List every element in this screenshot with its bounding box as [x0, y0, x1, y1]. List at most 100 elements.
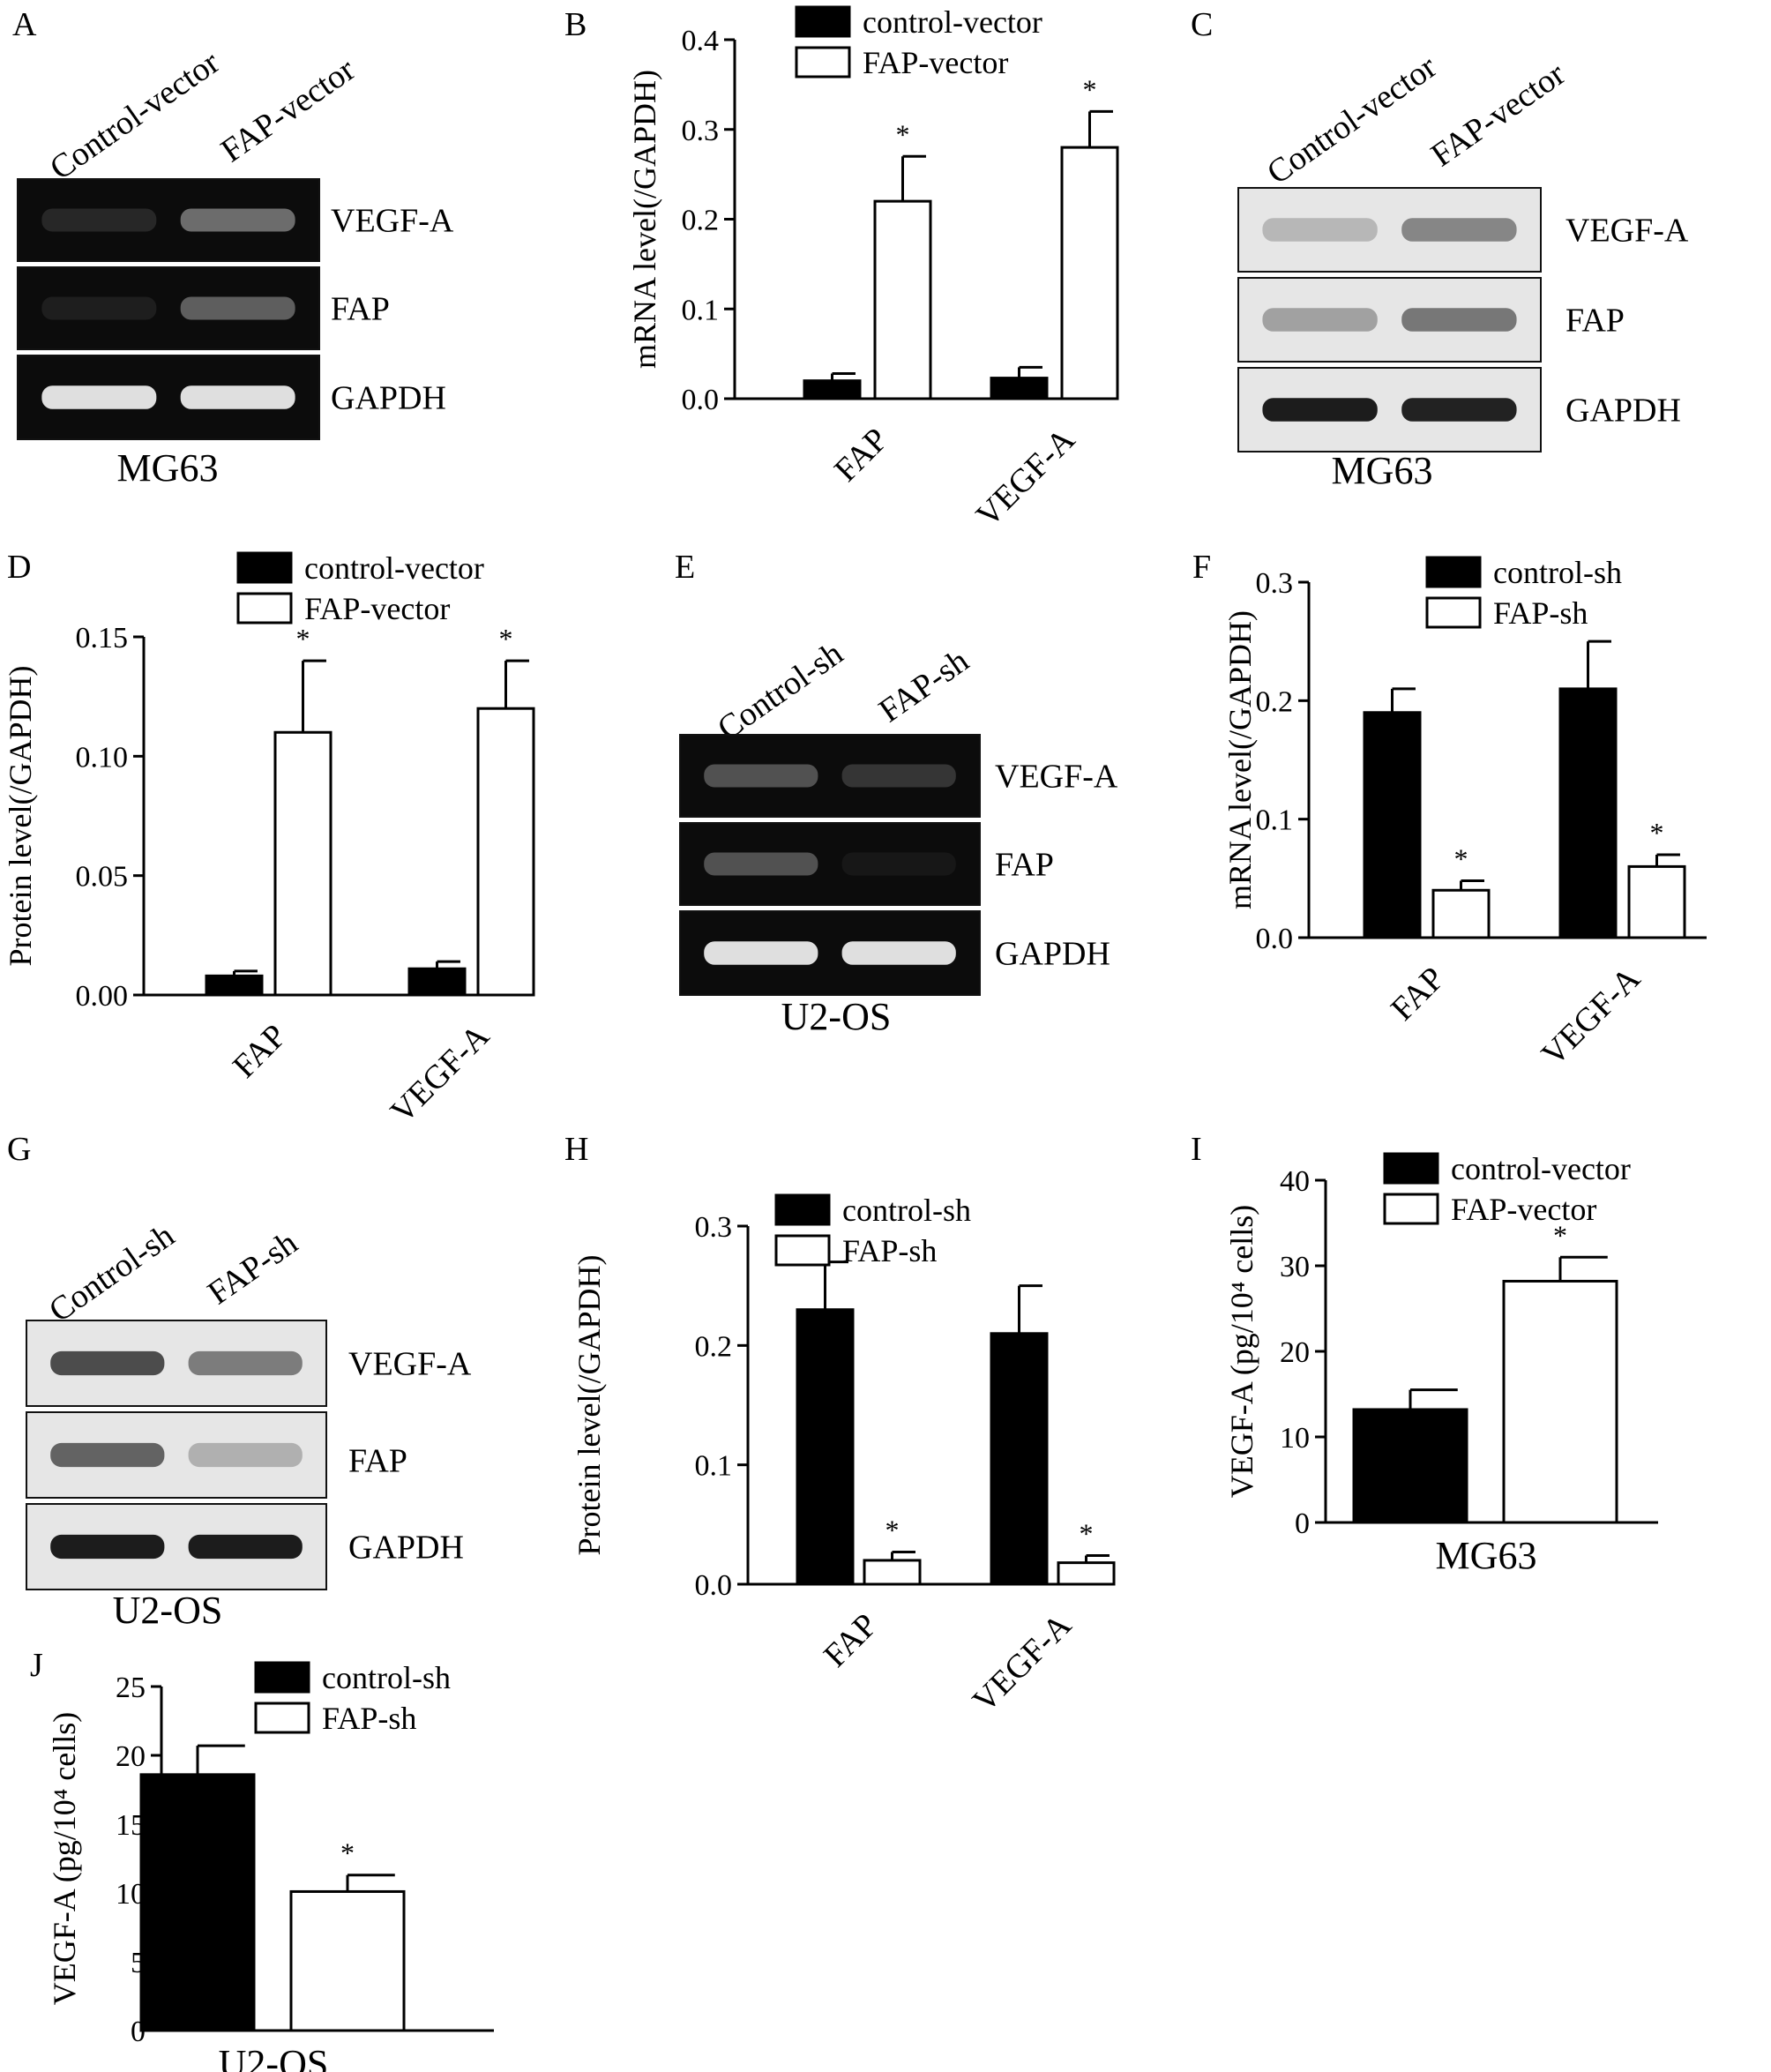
- bar: [990, 377, 1049, 400]
- y-tick-label: 0.0: [682, 384, 720, 416]
- legend-label: control-vector: [1451, 1151, 1631, 1186]
- cell-line-label: MG63: [1332, 449, 1433, 492]
- blot-band: [188, 1442, 303, 1468]
- x-axis-label: U2-OS: [219, 2042, 329, 2072]
- significance-star: *: [1080, 1518, 1094, 1550]
- bar: [1502, 1279, 1618, 1524]
- panel-letter-i: I: [1191, 1131, 1202, 1168]
- legend-label: control-vector: [863, 4, 1042, 40]
- legend-label: FAP-vector: [304, 591, 450, 626]
- legend-swatch: [236, 551, 293, 584]
- bar: [796, 1308, 855, 1586]
- y-tick-label: 25: [116, 1672, 146, 1704]
- y-axis-label: VEGF-A (pg/10⁴ cells): [47, 1712, 82, 2006]
- significance-star: *: [886, 1514, 900, 1545]
- chart-b: 0.0 0.1 0.2 0.3 0.4 mRNA level(/GAPDH) * FAP * VE…: [627, 4, 1119, 535]
- lane-label: FAP-sh: [201, 1224, 304, 1312]
- blot-band: [180, 385, 295, 409]
- blot-band: [1401, 218, 1517, 242]
- legend-label: FAP-sh: [842, 1233, 937, 1268]
- lane-label: FAP-sh: [872, 642, 975, 729]
- row-label: FAP: [348, 1443, 407, 1480]
- row-label: FAP: [995, 847, 1054, 884]
- y-tick-label: 20: [116, 1740, 146, 1773]
- y-tick-label: 0.1: [695, 1450, 733, 1483]
- y-tick-label: 0.2: [682, 205, 720, 237]
- bar: [863, 1559, 922, 1586]
- lane-label: Control-sh: [42, 1217, 181, 1330]
- legend-swatch: [1383, 1193, 1439, 1225]
- blot-band: [41, 208, 157, 232]
- panel-letter-b: B: [564, 6, 587, 43]
- legend-label: FAP-vector: [1451, 1192, 1596, 1227]
- row-label: GAPDH: [1566, 393, 1681, 430]
- y-axis-label: mRNA level(/GAPDH): [627, 70, 662, 369]
- row-label: FAP: [1566, 303, 1625, 340]
- blot-band: [704, 764, 818, 788]
- legend-swatch: [1425, 556, 1482, 588]
- panel-letter-h: H: [564, 1131, 588, 1168]
- category-label: FAP: [827, 421, 895, 489]
- bar: [1057, 1561, 1116, 1586]
- panel-letter-c: C: [1191, 6, 1213, 43]
- bar: [1627, 864, 1686, 939]
- bar: [990, 1332, 1049, 1586]
- bar: [289, 1889, 406, 2032]
- legend-swatch: [254, 1661, 310, 1694]
- y-tick-label: 10: [1280, 1422, 1310, 1455]
- significance-star: *: [499, 623, 513, 655]
- bar: [1558, 687, 1618, 939]
- blot-band: [50, 1442, 165, 1468]
- y-tick-label: 0: [1295, 1507, 1310, 1540]
- bar: [476, 707, 535, 997]
- y-tick-label: 0.1: [1256, 804, 1294, 837]
- blot-band: [1262, 218, 1378, 242]
- lane-label: Control-vector: [43, 43, 227, 187]
- row-label: GAPDH: [348, 1530, 464, 1567]
- chart-h: 0.0 0.1 0.2 0.3 Protein level(/GAPDH) * FAP * VE…: [572, 1193, 1116, 1720]
- y-tick-label: 30: [1280, 1251, 1310, 1283]
- significance-star: *: [296, 623, 310, 655]
- row-label: VEGF-A: [995, 759, 1118, 796]
- blot-strip: [1237, 187, 1542, 273]
- blot-band: [704, 941, 818, 965]
- y-tick-label: 0.4: [682, 25, 720, 57]
- cell-line-label: MG63: [117, 446, 219, 490]
- bar: [273, 730, 333, 997]
- y-tick-label: 0.3: [695, 1211, 733, 1244]
- legend-label: FAP-sh: [1493, 595, 1588, 631]
- panel-letter-j: J: [30, 1647, 43, 1684]
- y-tick-label: 0.1: [682, 294, 720, 326]
- blot-band: [50, 1350, 165, 1376]
- x-axis-label: MG63: [1436, 1534, 1537, 1577]
- y-axis-label: Protein level(/GAPDH): [572, 1255, 607, 1556]
- category-label: VEGF-A: [966, 1606, 1080, 1720]
- category-label: VEGF-A: [384, 1017, 497, 1131]
- legend-swatch: [1383, 1152, 1439, 1185]
- y-tick-label: 20: [1280, 1336, 1310, 1369]
- panel-letter-e: E: [675, 549, 695, 586]
- bar: [139, 1773, 256, 2032]
- cell-line-label: U2-OS: [781, 995, 892, 1038]
- y-axis-label: VEGF-A (pg/10⁴ cells): [1224, 1205, 1259, 1499]
- legend-swatch: [236, 592, 293, 625]
- y-tick-label: 0.0: [1256, 923, 1294, 955]
- bar: [873, 199, 932, 400]
- gel-panel-e: Control-sh FAP-sh VEGF-A FAP GAPDH U2-OS: [679, 635, 1118, 1038]
- category-label: VEGF-A: [969, 421, 1083, 535]
- y-axis-label: Protein level(/GAPDH): [3, 666, 38, 967]
- legend-swatch: [1425, 596, 1482, 629]
- blot-strip: [679, 734, 981, 818]
- category-label: FAP: [817, 1606, 885, 1674]
- blot-band: [704, 852, 818, 876]
- chart-i: 0 10 20 30 40 VEGF-A (pg/10⁴ cells) * MG63 contr…: [1224, 1151, 1658, 1577]
- legend-label: control-sh: [842, 1193, 971, 1228]
- blot-band: [50, 1534, 165, 1560]
- significance-star: *: [1553, 1219, 1567, 1251]
- blot-band: [841, 941, 956, 965]
- bar: [1352, 1408, 1468, 1524]
